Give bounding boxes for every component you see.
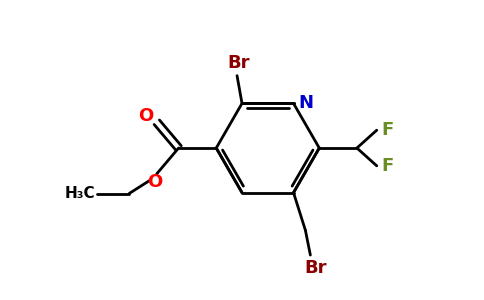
Text: Br: Br — [304, 259, 327, 277]
Text: F: F — [381, 121, 394, 139]
Text: H₃C: H₃C — [64, 186, 95, 201]
Text: O: O — [147, 173, 163, 191]
Text: O: O — [138, 107, 153, 125]
Text: N: N — [298, 94, 313, 112]
Text: Br: Br — [228, 54, 250, 72]
Text: F: F — [381, 157, 394, 175]
